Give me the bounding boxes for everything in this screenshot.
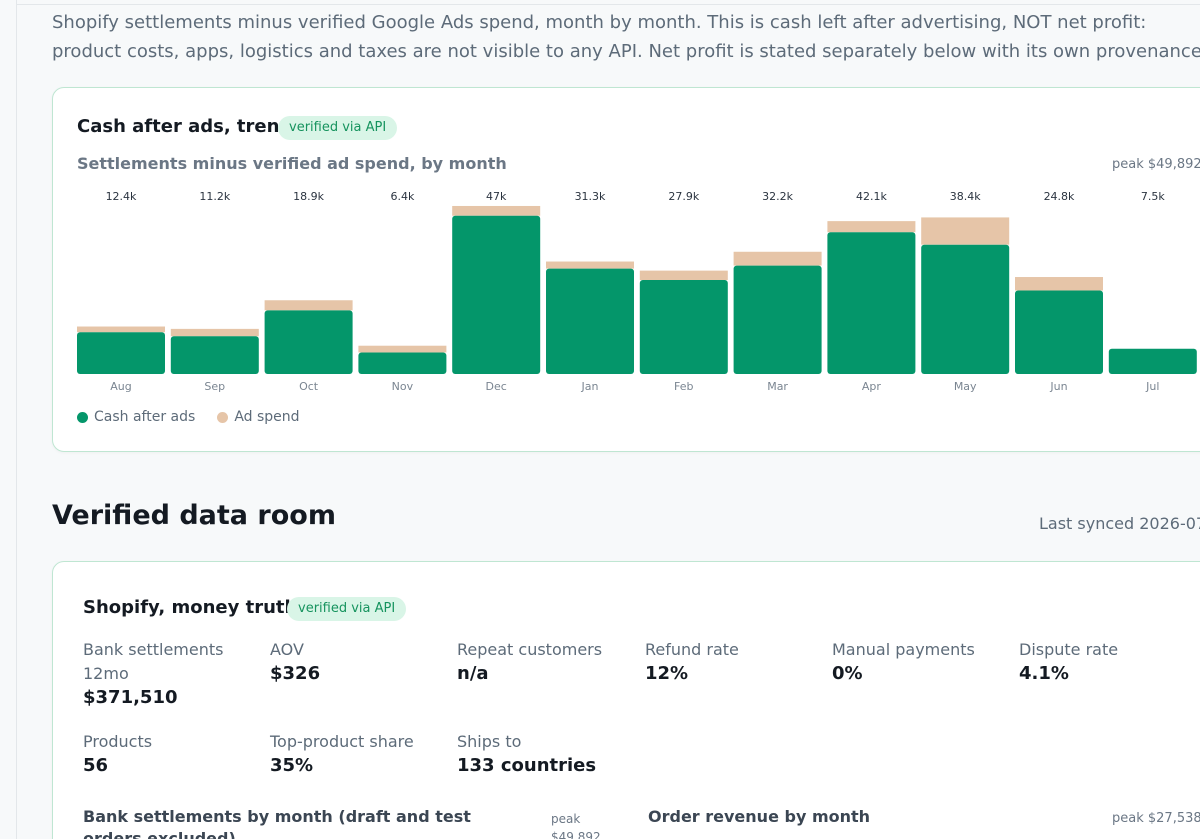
stat-repeat-customers: Repeat customers n/a bbox=[457, 638, 602, 686]
chart-peak: peak $49,892 bbox=[1112, 157, 1200, 172]
stat-dispute-rate: Dispute rate 4.1% bbox=[1019, 638, 1118, 686]
bar-value-label: 32.2k bbox=[762, 190, 793, 203]
bar-value-label: 7.5k bbox=[1141, 190, 1165, 203]
stat-ships-to: Ships to 133 countries bbox=[457, 730, 596, 778]
stat-label: Refund rate bbox=[645, 640, 739, 659]
data-room-title: Verified data room bbox=[52, 500, 336, 531]
intro-text: Shopify settlements minus verified Googl… bbox=[52, 12, 1200, 62]
x-tick-label: Aug bbox=[110, 380, 131, 393]
x-tick-label: Dec bbox=[486, 380, 507, 393]
bar-value-label: 31.3k bbox=[575, 190, 606, 203]
stat-label: Products bbox=[83, 732, 153, 751]
order-revenue-peak: peak $27,538 bbox=[1112, 811, 1200, 826]
stat-label: Ships to bbox=[457, 732, 522, 751]
bar-value-label: 24.8k bbox=[1044, 190, 1075, 203]
stat-bank-settlements: Bank settlements 12mo $371,510 bbox=[83, 638, 233, 710]
chart-legend: Cash after ads Ad spend bbox=[77, 409, 300, 425]
bar-value-label: 11.2k bbox=[199, 190, 230, 203]
stat-label: Dispute rate bbox=[1019, 640, 1119, 659]
bar-value-label: 18.9k bbox=[293, 190, 324, 203]
last-synced: Last synced 2026-07- bbox=[1039, 514, 1200, 533]
bar-ad-spend-may bbox=[921, 217, 1010, 245]
bar-cash-jul bbox=[1108, 348, 1197, 374]
stat-value: 4.1% bbox=[1019, 663, 1069, 684]
bar-ad-spend-jun bbox=[1015, 277, 1103, 291]
bar-value-label: 27.9k bbox=[668, 190, 699, 203]
order-revenue-title: Order revenue by month bbox=[648, 807, 871, 826]
bar-cash-apr bbox=[827, 232, 916, 374]
stat-aov: AOV $326 bbox=[270, 638, 320, 686]
stat-value: 35% bbox=[270, 755, 314, 776]
bar-cash-feb bbox=[639, 280, 728, 374]
stat-value: n/a bbox=[457, 663, 489, 684]
card-title: Cash after ads, trend bbox=[77, 116, 293, 137]
shopify-verified-badge: verified via API bbox=[287, 597, 407, 621]
bar-value-label: 42.1k bbox=[856, 190, 887, 203]
bar-ad-spend-sep bbox=[170, 328, 259, 337]
stat-top-product-share: Top-product share 35% bbox=[270, 730, 414, 778]
stat-label: Top-product share bbox=[270, 732, 414, 751]
left-divider bbox=[16, 0, 17, 839]
stat-value: 12% bbox=[645, 663, 689, 684]
bar-ad-spend-dec bbox=[452, 205, 541, 216]
bar-value-label: 12.4k bbox=[106, 190, 137, 203]
x-tick-label: Mar bbox=[767, 380, 788, 393]
legend-cash-swatch bbox=[77, 411, 88, 423]
x-tick-label: Apr bbox=[862, 380, 882, 393]
cash-after-ads-chart: 12.4k Aug 11.2k Sep 18.9k Oct 6.4k Nov 47k Dec 31.… bbox=[77, 190, 1197, 393]
stat-label: Repeat customers bbox=[457, 640, 603, 659]
stat-value: 56 bbox=[83, 755, 109, 776]
legend-ads: Ad spend bbox=[217, 409, 300, 425]
bar-cash-dec bbox=[452, 215, 541, 374]
bar-cash-oct bbox=[264, 310, 353, 374]
bar-cash-jan bbox=[546, 268, 634, 374]
bar-ad-spend-oct bbox=[264, 300, 353, 311]
x-tick-label: Jun bbox=[1049, 380, 1067, 393]
stat-label: AOV bbox=[270, 640, 304, 659]
stat-products: Products 56 bbox=[83, 730, 152, 778]
bar-ad-spend-apr bbox=[827, 221, 916, 233]
stat-refund-rate: Refund rate 12% bbox=[645, 638, 739, 686]
verified-badge: verified via API bbox=[278, 116, 398, 140]
stat-value: $326 bbox=[270, 663, 321, 684]
stat-value: $371,510 bbox=[83, 687, 178, 708]
top-divider bbox=[16, 4, 1200, 5]
cash-after-ads-card: Cash after ads, trend verified via API S… bbox=[52, 87, 1200, 452]
bar-ad-spend-jan bbox=[546, 261, 634, 269]
x-tick-label: Feb bbox=[674, 380, 693, 393]
stat-value: 133 countries bbox=[457, 755, 597, 776]
bar-value-label: 38.4k bbox=[950, 190, 981, 203]
bar-value-label: 47k bbox=[486, 190, 507, 203]
bar-ad-spend-aug bbox=[77, 326, 165, 333]
bar-value-label: 6.4k bbox=[390, 190, 414, 203]
bar-cash-nov bbox=[358, 352, 447, 374]
settlements-by-month-peak: peak $49,892 bbox=[551, 812, 601, 839]
bar-cash-mar bbox=[733, 265, 822, 374]
bar-ad-spend-feb bbox=[639, 270, 728, 281]
legend-ads-label: Ad spend bbox=[234, 409, 300, 425]
shopify-card: Shopify, money truth verified via API Ba… bbox=[52, 561, 1200, 839]
legend-ads-swatch bbox=[217, 411, 229, 423]
x-tick-label: Jul bbox=[1145, 380, 1159, 393]
bar-ad-spend-nov bbox=[358, 345, 447, 353]
x-tick-label: Sep bbox=[204, 380, 225, 393]
stat-label: Bank settlements 12mo bbox=[83, 640, 224, 683]
legend-cash-label: Cash after ads bbox=[94, 409, 196, 425]
x-tick-label: May bbox=[954, 380, 977, 393]
x-tick-label: Nov bbox=[392, 380, 414, 393]
stat-label: Manual payments bbox=[832, 640, 975, 659]
stat-value: 0% bbox=[832, 663, 863, 684]
chart-subtitle: Settlements minus verified ad spend, by … bbox=[77, 154, 507, 173]
legend-cash: Cash after ads bbox=[77, 409, 195, 425]
stat-manual-payments: Manual payments 0% bbox=[832, 638, 975, 686]
bar-ad-spend-mar bbox=[733, 251, 822, 266]
bar-cash-jun bbox=[1015, 290, 1103, 374]
x-tick-label: Oct bbox=[299, 380, 319, 393]
shopify-card-title: Shopify, money truth bbox=[83, 597, 298, 618]
bar-cash-may bbox=[921, 244, 1010, 374]
x-tick-label: Jan bbox=[581, 380, 599, 393]
bar-cash-sep bbox=[170, 336, 259, 374]
bar-cash-aug bbox=[77, 332, 165, 374]
settlements-by-month-title: Bank settlements by month (draft and tes… bbox=[83, 807, 471, 839]
